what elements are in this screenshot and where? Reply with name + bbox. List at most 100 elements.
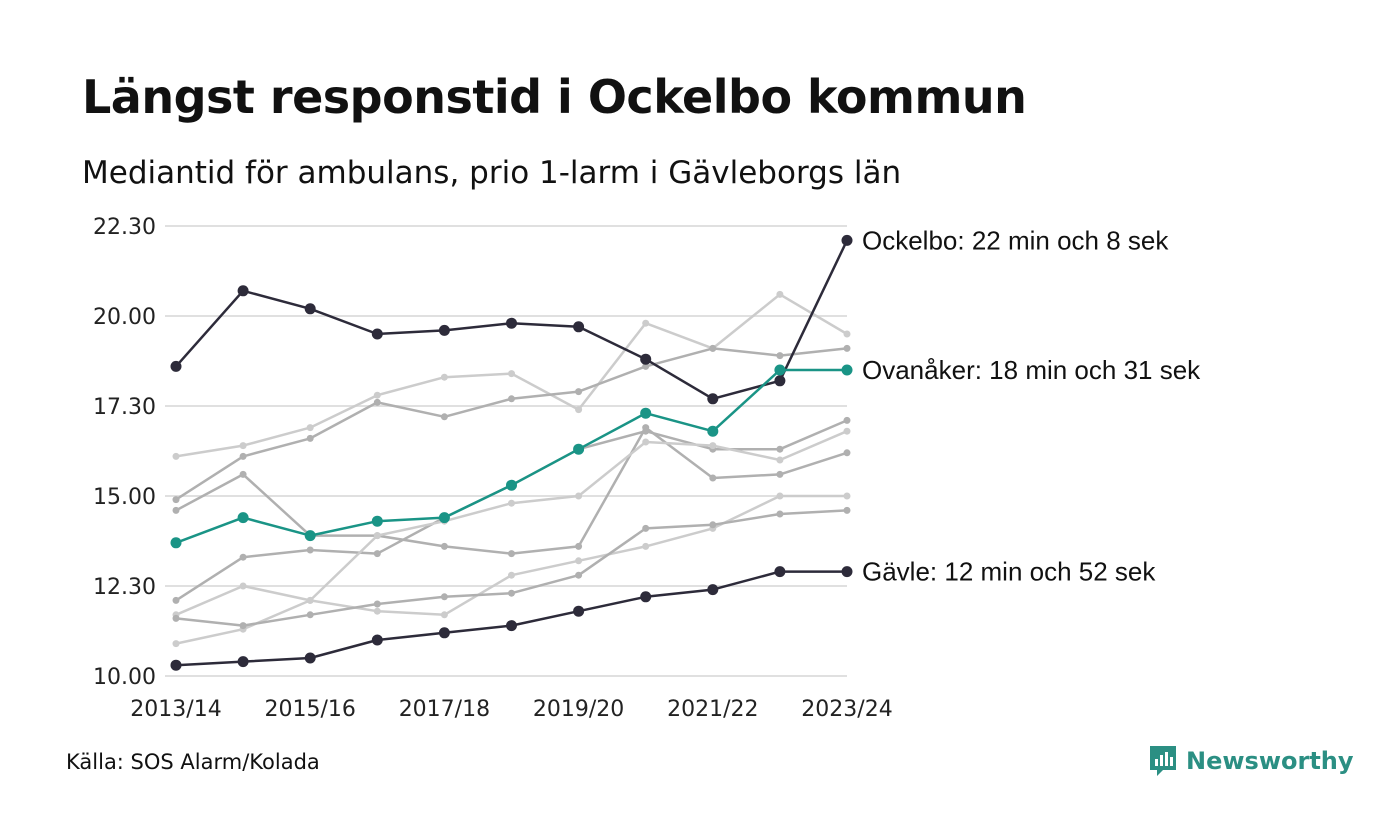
data-point	[172, 596, 180, 604]
data-point	[843, 506, 851, 514]
chart-subtitle: Mediantid för ambulans, prio 1-larm i Gä…	[82, 155, 902, 191]
data-point	[237, 285, 249, 297]
y-axis-ticks: 10.00 12.30 15.00 17.30 20.00 22.30	[93, 215, 156, 690]
data-point	[776, 352, 784, 360]
data-point	[304, 303, 316, 315]
data-point	[508, 589, 515, 597]
grid-lines	[165, 225, 847, 677]
data-point	[843, 492, 851, 500]
data-point	[440, 593, 448, 601]
data-point	[843, 330, 851, 338]
chart-title: Längst responstid i Ockelbo kommun	[82, 70, 1027, 124]
data-point	[371, 328, 383, 340]
y-tick-label: 15.00	[93, 485, 156, 510]
data-point	[440, 413, 448, 421]
series-line	[175, 430, 848, 616]
data-point	[172, 496, 180, 504]
data-point	[237, 656, 249, 668]
data-point	[774, 364, 786, 376]
data-point	[776, 510, 784, 518]
data-point	[841, 566, 853, 578]
y-tick-label: 17.30	[93, 395, 156, 420]
data-point	[373, 600, 381, 608]
data-point	[170, 537, 182, 549]
series-end-label: Gävle: 12 min och 52 sek	[862, 557, 1156, 587]
x-tick-label: 2015/16	[264, 697, 355, 722]
series-other	[172, 427, 851, 619]
data-point	[306, 546, 314, 554]
data-point	[575, 492, 583, 500]
data-point	[306, 611, 314, 619]
data-point	[373, 391, 381, 399]
data-point	[575, 388, 583, 396]
data-point	[373, 607, 381, 615]
data-point	[170, 360, 182, 372]
data-point	[239, 452, 247, 460]
data-point	[774, 566, 786, 578]
data-point	[508, 395, 515, 403]
data-point	[642, 542, 650, 550]
data-point	[306, 434, 314, 442]
data-point	[508, 571, 515, 579]
data-point	[373, 550, 381, 558]
series-ovanåker	[170, 364, 853, 549]
data-point	[371, 634, 383, 646]
data-point	[172, 506, 180, 514]
data-point	[239, 442, 247, 450]
data-point	[508, 550, 515, 558]
x-tick-label: 2017/18	[399, 697, 490, 722]
x-tick-label: 2019/20	[533, 697, 624, 722]
data-point	[239, 553, 247, 561]
data-point	[239, 622, 247, 630]
data-point	[506, 479, 517, 491]
data-point	[438, 512, 450, 524]
data-point	[440, 542, 448, 550]
data-point	[237, 512, 249, 524]
data-point	[707, 584, 719, 596]
data-point	[843, 344, 851, 352]
data-point	[573, 443, 585, 455]
data-point	[575, 406, 583, 414]
data-point	[774, 375, 786, 387]
data-point	[709, 521, 717, 529]
data-point	[373, 398, 381, 406]
data-point	[642, 524, 650, 532]
data-point	[508, 370, 515, 378]
data-point	[640, 591, 652, 603]
series-other	[172, 506, 851, 630]
y-tick-label: 10.00	[93, 665, 156, 690]
data-point	[776, 456, 784, 464]
series-other	[172, 290, 851, 460]
data-point	[776, 492, 784, 500]
data-point	[575, 571, 583, 579]
data-point	[172, 614, 180, 622]
series-end-label: Ockelbo: 22 min och 8 sek	[862, 225, 1169, 255]
data-point	[239, 582, 247, 590]
brand-logo: Newsworthy	[1148, 744, 1354, 778]
data-point	[304, 530, 316, 542]
data-point	[642, 362, 650, 370]
data-point	[575, 557, 583, 565]
source-note: Källa: SOS Alarm/Kolada	[66, 750, 320, 774]
brand-name: Newsworthy	[1186, 747, 1354, 775]
data-point	[440, 611, 448, 619]
data-point	[776, 290, 784, 298]
data-point	[371, 515, 383, 527]
data-point	[709, 474, 717, 482]
data-point	[841, 234, 853, 246]
data-point	[575, 542, 583, 550]
data-point	[438, 324, 450, 336]
data-point	[506, 620, 517, 632]
data-point	[707, 425, 719, 437]
data-point	[642, 319, 650, 327]
y-tick-label: 12.30	[93, 575, 156, 600]
data-point	[373, 532, 381, 540]
newsworthy-logo-icon	[1150, 746, 1176, 776]
data-point	[709, 344, 717, 352]
data-point	[573, 605, 585, 617]
x-axis-ticks: 2013/14 2015/16 2017/18 2019/20 2021/22 2023/…	[130, 697, 892, 722]
x-tick-label: 2021/22	[667, 697, 758, 722]
data-point	[640, 353, 652, 365]
series-other	[172, 492, 851, 648]
data-point	[239, 470, 247, 478]
